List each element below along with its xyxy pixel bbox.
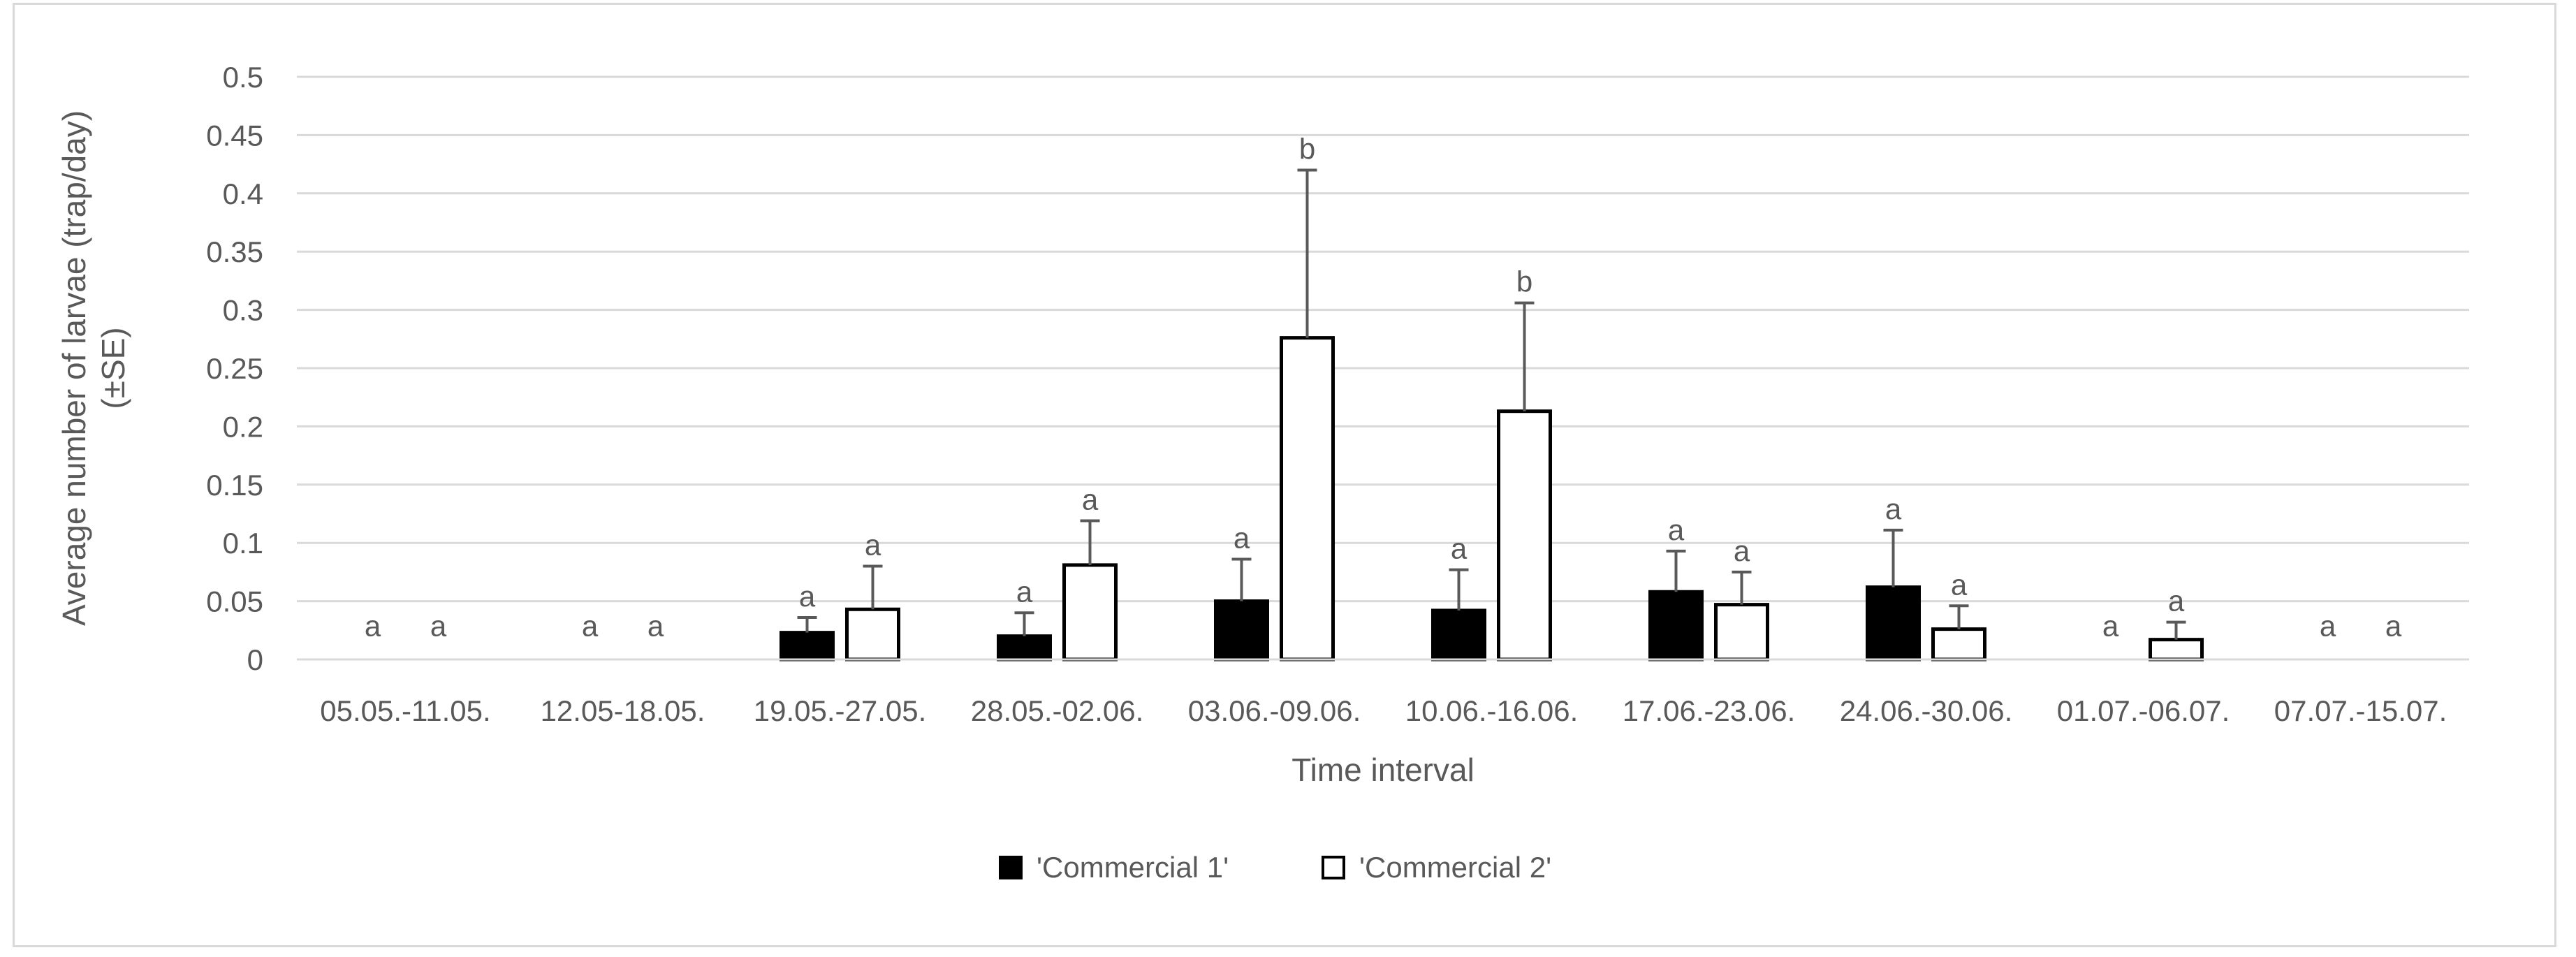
bar-commercial-1 <box>1648 590 1704 662</box>
bar-commercial-2 <box>1280 336 1335 662</box>
legend-label: 'Commercial 1' <box>1037 851 1229 884</box>
x-tick-label: 10.06.-16.06. <box>1405 694 1579 727</box>
significance-label: a <box>647 609 664 642</box>
legend-swatch <box>1322 856 1345 879</box>
x-tick-label: 12.05-18.05. <box>541 694 705 727</box>
bar-commercial-2 <box>1931 627 1986 662</box>
significance-label: a <box>799 580 816 613</box>
y-axis-title-line: Average number of larvae (trap/day) <box>56 110 92 626</box>
grid-lines <box>297 75 2469 603</box>
significance-label: a <box>865 529 881 562</box>
significance-label: a <box>1082 483 1099 516</box>
y-tick-label: 0 <box>247 643 263 676</box>
bar-commercial-1 <box>1866 585 1921 662</box>
y-tick-label: 0.45 <box>206 119 263 152</box>
legend-label: 'Commercial 2' <box>1359 851 1551 884</box>
x-tick-label: 05.05.-11.05. <box>320 694 490 727</box>
bar-commercial-1 <box>997 634 1052 662</box>
legend-swatch <box>999 856 1023 879</box>
significance-label: a <box>582 609 599 642</box>
significance-label: a <box>1885 492 1902 525</box>
bar-commercial-2 <box>1062 563 1118 662</box>
x-tick-label: 24.06.-30.06. <box>1840 694 2013 727</box>
significance-label: a <box>1451 532 1468 565</box>
y-tick-label: 0.4 <box>223 177 263 210</box>
y-tick-label: 0.35 <box>206 235 263 268</box>
y-tick-label: 0.5 <box>223 61 263 94</box>
significance-label: a <box>2385 609 2402 642</box>
y-tick-label: 0.15 <box>206 469 263 502</box>
bar-commercial-2 <box>1714 603 1769 662</box>
bar-commercial-1 <box>1431 608 1486 662</box>
x-axis-title: Time interval <box>1291 752 1474 788</box>
significance-labels: a a a a a a a a a b a b a a a a a a a a <box>365 132 2402 642</box>
x-tick-label: 03.06.-09.06. <box>1188 694 1361 727</box>
significance-label: a <box>2320 609 2336 642</box>
legend: 'Commercial 1' 'Commercial 2' <box>999 851 1551 884</box>
significance-label: a <box>2168 585 2185 618</box>
x-tick-label: 19.05.-27.05. <box>754 694 927 727</box>
bar-commercial-1 <box>1214 599 1269 662</box>
significance-label: a <box>1734 534 1750 567</box>
x-tick-label: 17.06.-23.06. <box>1623 694 1796 727</box>
y-axis-ticks: 0 0.05 0.1 0.15 0.2 0.25 0.3 0.35 0.4 0.45 0.5 <box>206 61 263 676</box>
significance-label: a <box>1951 568 1968 601</box>
y-axis-title: Average number of larvae (trap/day)(±SE) <box>56 110 131 626</box>
y-tick-label: 0.1 <box>223 527 263 560</box>
y-tick-label: 0.05 <box>206 585 263 618</box>
significance-label: a <box>1234 522 1250 555</box>
significance-label: a <box>365 609 381 642</box>
x-tick-label: 07.07.-15.07. <box>2274 694 2447 727</box>
bar-commercial-2 <box>2149 638 2204 662</box>
y-tick-label: 0.25 <box>206 352 263 385</box>
y-tick-label: 0.2 <box>223 410 263 443</box>
significance-label: a <box>1668 513 1685 546</box>
bars <box>780 336 2204 662</box>
significance-label: a <box>1016 575 1033 608</box>
bar-commercial-1 <box>780 631 835 662</box>
significance-label: a <box>2102 609 2119 642</box>
bar-commercial-2 <box>1497 409 1552 662</box>
significance-label: a <box>430 609 447 642</box>
x-tick-label: 28.05.-02.06. <box>971 694 1144 727</box>
x-axis-ticks: 05.05.-11.05. 12.05-18.05. 19.05.-27.05. 28… <box>320 694 2447 727</box>
error-bars <box>797 168 2186 640</box>
significance-label: b <box>1299 132 1315 165</box>
significance-label: b <box>1516 265 1532 298</box>
y-tick-label: 0.3 <box>223 294 263 327</box>
x-tick-label: 01.07.-06.07. <box>2057 694 2230 727</box>
y-axis-title-line: (±SE) <box>95 327 131 409</box>
bar-commercial-2 <box>845 607 900 662</box>
